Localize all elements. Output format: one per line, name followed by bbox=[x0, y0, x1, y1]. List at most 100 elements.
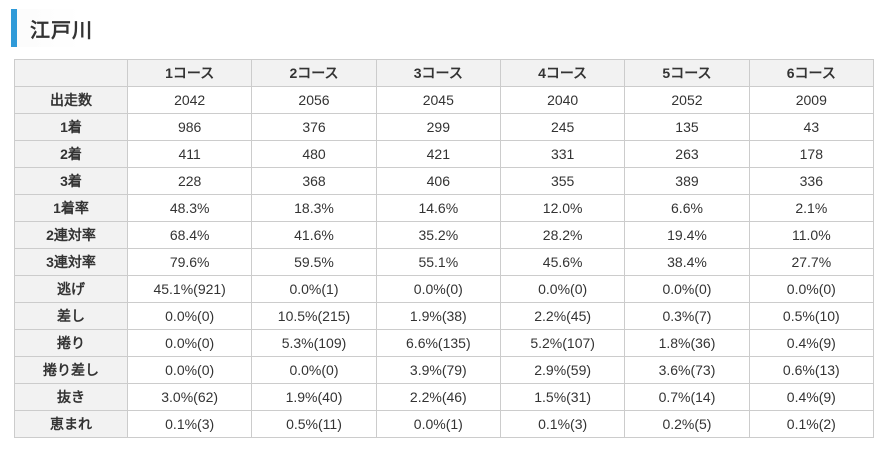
table-cell: 11.0% bbox=[748, 221, 875, 249]
table-cell: 0.1%(3) bbox=[126, 410, 253, 438]
table-cell: 45.6% bbox=[499, 248, 626, 276]
column-header: 5コース bbox=[624, 59, 750, 87]
table-cell: 27.7% bbox=[748, 248, 875, 276]
table-cell: 6.6%(135) bbox=[375, 329, 501, 357]
table-cell: 0.7%(14) bbox=[624, 383, 750, 411]
table-cell: 368 bbox=[251, 167, 377, 195]
table-cell: 79.6% bbox=[126, 248, 253, 276]
row-label: 逃げ bbox=[14, 275, 128, 303]
table-cell: 299 bbox=[375, 113, 501, 141]
table-cell: 45.1%(921) bbox=[126, 275, 253, 303]
row-label: 2着 bbox=[14, 140, 128, 168]
column-header: 3コース bbox=[375, 59, 501, 87]
table-cell: 0.4%(9) bbox=[748, 383, 875, 411]
table-cell: 0.0%(0) bbox=[126, 329, 253, 357]
table-cell: 3.6%(73) bbox=[624, 356, 750, 384]
table-cell: 2.9%(59) bbox=[499, 356, 626, 384]
column-header: 1コース bbox=[126, 59, 253, 87]
table-cell: 0.5%(10) bbox=[748, 302, 875, 330]
table-cell: 0.0%(0) bbox=[499, 275, 626, 303]
table-cell: 2.2%(46) bbox=[375, 383, 501, 411]
table-cell: 263 bbox=[624, 140, 750, 168]
table-cell: 135 bbox=[624, 113, 750, 141]
table-cell: 2056 bbox=[251, 86, 377, 114]
row-label: 捲り bbox=[14, 329, 128, 357]
table-cell: 1.9%(38) bbox=[375, 302, 501, 330]
table-cell: 18.3% bbox=[251, 194, 377, 222]
table-cell: 0.1%(3) bbox=[499, 410, 626, 438]
table-cell: 5.2%(107) bbox=[499, 329, 626, 357]
table-cell: 411 bbox=[126, 140, 253, 168]
table-row: 3着 228 368 406 355 389 336 bbox=[14, 167, 875, 195]
table-cell: 0.3%(7) bbox=[624, 302, 750, 330]
corner-cell bbox=[14, 59, 128, 87]
row-label: 1着 bbox=[14, 113, 128, 141]
table-cell: 228 bbox=[126, 167, 253, 195]
table-cell: 28.2% bbox=[499, 221, 626, 249]
table-cell: 2045 bbox=[375, 86, 501, 114]
table-cell: 55.1% bbox=[375, 248, 501, 276]
column-header: 2コース bbox=[251, 59, 377, 87]
table-cell: 3.0%(62) bbox=[126, 383, 253, 411]
table-cell: 1.9%(40) bbox=[251, 383, 377, 411]
table-cell: 986 bbox=[126, 113, 253, 141]
table-cell: 5.3%(109) bbox=[251, 329, 377, 357]
table-cell: 35.2% bbox=[375, 221, 501, 249]
table-cell: 10.5%(215) bbox=[251, 302, 377, 330]
table-cell: 2.2%(45) bbox=[499, 302, 626, 330]
table-row: 1着 986 376 299 245 135 43 bbox=[14, 113, 875, 141]
row-label: 2連対率 bbox=[14, 221, 128, 249]
table-cell: 2052 bbox=[624, 86, 750, 114]
table-row: 捲り 0.0%(0) 5.3%(109) 6.6%(135) 5.2%(107)… bbox=[14, 329, 875, 357]
table-cell: 68.4% bbox=[126, 221, 253, 249]
table-cell: 3.9%(79) bbox=[375, 356, 501, 384]
table-row: 2連対率 68.4% 41.6% 35.2% 28.2% 19.4% 11.0% bbox=[14, 221, 875, 249]
table-cell: 0.0%(1) bbox=[251, 275, 377, 303]
table-cell: 0.1%(2) bbox=[748, 410, 875, 438]
table-cell: 38.4% bbox=[624, 248, 750, 276]
table-cell: 0.2%(5) bbox=[624, 410, 750, 438]
table-cell: 245 bbox=[499, 113, 626, 141]
table-cell: 1.5%(31) bbox=[499, 383, 626, 411]
table-header-row: 1コース 2コース 3コース 4コース 5コース 6コース bbox=[14, 59, 875, 87]
table-cell: 2042 bbox=[126, 86, 253, 114]
table-cell: 1.8%(36) bbox=[624, 329, 750, 357]
table-cell: 59.5% bbox=[251, 248, 377, 276]
table-cell: 19.4% bbox=[624, 221, 750, 249]
table-cell: 14.6% bbox=[375, 194, 501, 222]
table-cell: 0.0%(0) bbox=[624, 275, 750, 303]
table-row: 出走数 2042 2056 2045 2040 2052 2009 bbox=[14, 86, 875, 114]
table-cell: 2009 bbox=[748, 86, 875, 114]
row-label: 恵まれ bbox=[14, 410, 128, 438]
table-cell: 6.6% bbox=[624, 194, 750, 222]
row-label: 差し bbox=[14, 302, 128, 330]
row-label: 捲り差し bbox=[14, 356, 128, 384]
accent-bar bbox=[11, 9, 17, 47]
table-row: 1着率 48.3% 18.3% 14.6% 12.0% 6.6% 2.1% bbox=[14, 194, 875, 222]
section-heading: 江戸川 bbox=[11, 9, 93, 47]
table-cell: 0.6%(13) bbox=[748, 356, 875, 384]
table-cell: 0.0%(0) bbox=[748, 275, 875, 303]
row-label: 出走数 bbox=[14, 86, 128, 114]
row-label: 3着 bbox=[14, 167, 128, 195]
row-label: 3連対率 bbox=[14, 248, 128, 276]
table-cell: 12.0% bbox=[499, 194, 626, 222]
page-title: 江戸川 bbox=[30, 19, 93, 42]
table-cell: 43 bbox=[748, 113, 875, 141]
table-cell: 48.3% bbox=[126, 194, 253, 222]
table-cell: 2.1% bbox=[748, 194, 875, 222]
table-cell: 336 bbox=[748, 167, 875, 195]
table-row: 逃げ 45.1%(921) 0.0%(1) 0.0%(0) 0.0%(0) 0.… bbox=[14, 275, 875, 303]
row-label: 抜き bbox=[14, 383, 128, 411]
table-cell: 0.5%(11) bbox=[251, 410, 377, 438]
table-cell: 0.0%(0) bbox=[126, 356, 253, 384]
row-label: 1着率 bbox=[14, 194, 128, 222]
table-cell: 406 bbox=[375, 167, 501, 195]
table-cell: 2040 bbox=[499, 86, 626, 114]
column-header: 4コース bbox=[499, 59, 626, 87]
table-row: 2着 411 480 421 331 263 178 bbox=[14, 140, 875, 168]
table-cell: 0.0%(0) bbox=[126, 302, 253, 330]
table-cell: 178 bbox=[748, 140, 875, 168]
table-cell: 41.6% bbox=[251, 221, 377, 249]
